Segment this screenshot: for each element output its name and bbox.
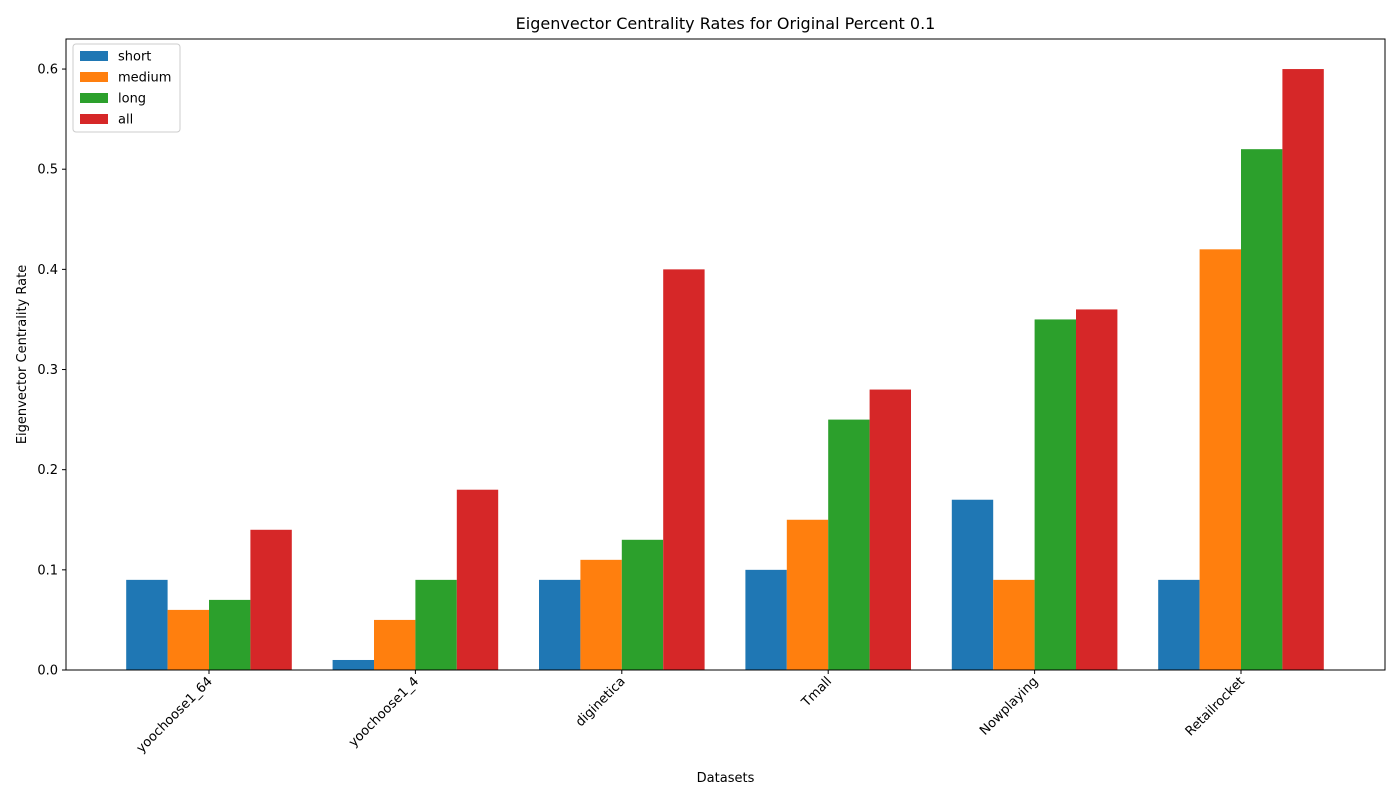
bar-short-2	[539, 579, 581, 670]
bar-long-2	[621, 539, 664, 670]
bar-medium-0	[167, 609, 209, 670]
legend-swatch-long	[80, 93, 108, 103]
y-axis-ticks: 0.0 0.1 0.2 0.3 0.4 0.5 0.6	[37, 63, 66, 679]
bars-group	[126, 69, 1324, 671]
y-tick-label: 0.6	[37, 63, 58, 78]
bar-medium-5	[1199, 249, 1241, 670]
legend-swatch-medium	[80, 72, 108, 82]
legend-label-medium: medium	[118, 71, 171, 86]
x-axis-label: Datasets	[697, 771, 755, 786]
y-tick-label: 0.5	[37, 163, 58, 178]
bar-all-3	[869, 389, 911, 670]
y-axis-label: Eigenvector Centrality Rate	[15, 265, 30, 444]
bar-short-0	[126, 579, 168, 670]
legend-label-short: short	[118, 50, 151, 65]
y-tick-label: 0.4	[37, 263, 58, 278]
bar-all-0	[250, 529, 292, 670]
bar-medium-1	[374, 619, 416, 670]
plot-frame	[65, 38, 1386, 671]
legend-box	[72, 43, 181, 133]
bar-short-5	[1158, 579, 1200, 670]
bar-long-0	[209, 599, 251, 670]
bar-all-1	[456, 489, 499, 670]
bar-short-4	[951, 499, 994, 670]
chart-title: Eigenvector Centrality Rates for Origina…	[516, 14, 936, 33]
bar-all-4	[1076, 309, 1118, 670]
y-tick-label: 0.1	[37, 563, 58, 578]
legend-swatch-short	[80, 51, 108, 61]
bar-long-1	[415, 579, 457, 670]
bar-medium-3	[786, 519, 829, 670]
bar-long-4	[1034, 319, 1076, 670]
bar-short-3	[745, 569, 787, 670]
bar-long-3	[828, 419, 870, 670]
legend: short medium long all	[72, 43, 181, 133]
y-tick-label: 0.2	[37, 463, 58, 478]
bar-medium-2	[580, 559, 622, 670]
legend-label-long: long	[118, 92, 146, 107]
bar-all-5	[1282, 69, 1324, 671]
bar-all-2	[663, 269, 705, 670]
legend-swatch-all	[80, 114, 108, 124]
y-tick-label: 0.3	[37, 363, 58, 378]
legend-label-all: all	[118, 113, 133, 128]
bar-long-5	[1241, 149, 1283, 671]
bar-short-1	[332, 659, 374, 670]
bar-medium-4	[993, 579, 1035, 670]
y-tick-label: 0.0	[37, 664, 58, 679]
